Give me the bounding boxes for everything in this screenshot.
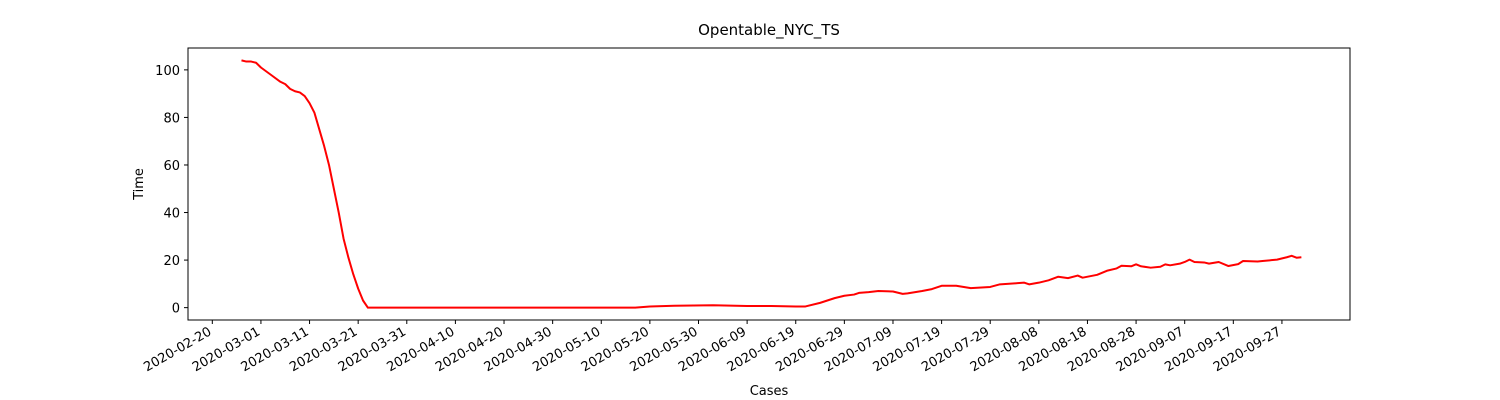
plot-frame xyxy=(187,47,1351,321)
y-tick-label: 0 xyxy=(172,302,180,317)
y-axis-label: Time xyxy=(132,168,147,201)
y-tick-label: 80 xyxy=(163,111,180,126)
y-tick-label: 60 xyxy=(163,159,180,174)
y-tick-label: 100 xyxy=(155,64,180,79)
data-line xyxy=(241,59,1302,309)
chart-title: Opentable_NYC_TS xyxy=(698,21,840,40)
y-tick-label: 40 xyxy=(163,207,180,222)
x-axis-label: Cases xyxy=(750,384,789,399)
y-tick-label: 20 xyxy=(163,254,180,269)
